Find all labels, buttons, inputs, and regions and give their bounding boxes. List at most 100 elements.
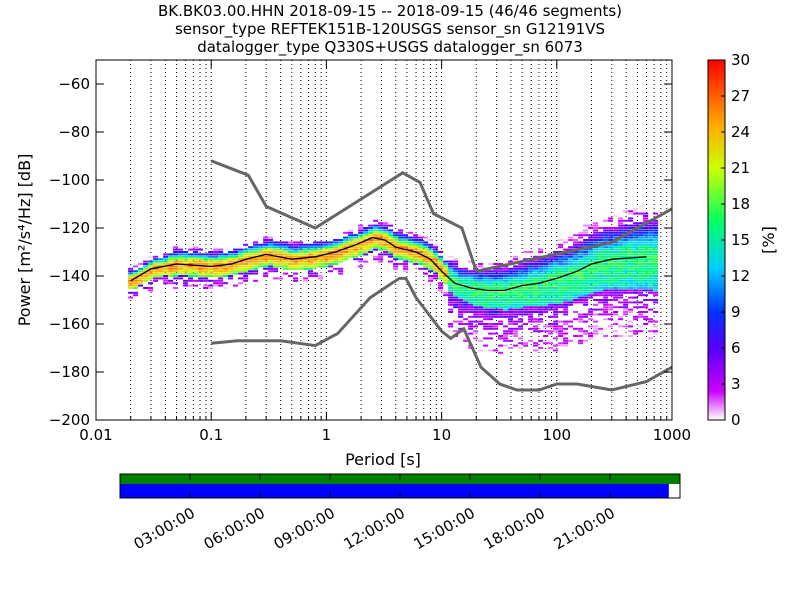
- density-cell: [578, 255, 584, 258]
- density-cell: [263, 239, 269, 241]
- density-cell: [493, 287, 499, 289]
- density-cell: [538, 347, 544, 349]
- density-cell: [258, 246, 264, 249]
- density-cell: [503, 299, 509, 301]
- density-cell: [243, 253, 249, 256]
- density-cell: [628, 330, 634, 333]
- density-cell: [578, 318, 584, 321]
- density-cell: [568, 246, 574, 249]
- density-cell: [523, 265, 529, 268]
- density-cell: [618, 219, 624, 222]
- density-cell: [583, 248, 589, 251]
- density-cell: [633, 248, 639, 251]
- density-cell: [473, 282, 479, 285]
- density-cell: [523, 291, 529, 294]
- density-cell: [453, 301, 459, 304]
- density-cell: [598, 301, 604, 304]
- density-cell: [168, 272, 174, 275]
- density-cell: [503, 308, 509, 311]
- density-cell: [493, 267, 499, 270]
- density-cell: [648, 330, 654, 333]
- density-cell: [213, 284, 219, 287]
- density-cell: [413, 263, 419, 265]
- density-cell: [503, 284, 509, 287]
- density-cell: [633, 296, 639, 299]
- density-cell: [508, 308, 514, 311]
- density-cell: [238, 277, 244, 280]
- density-cell: [643, 243, 649, 246]
- density-cell: [298, 248, 304, 251]
- density-cell: [388, 239, 394, 241]
- density-cell: [193, 253, 199, 256]
- density-cell: [623, 277, 629, 280]
- timeline-tick-label: 03:00:00: [131, 504, 198, 553]
- density-cell: [413, 258, 419, 261]
- density-cell: [248, 246, 254, 249]
- density-cell: [383, 224, 389, 227]
- density-cell: [263, 258, 269, 261]
- density-cell: [603, 335, 609, 337]
- density-cell: [288, 265, 294, 268]
- density-cell: [168, 258, 174, 261]
- density-cell: [498, 291, 504, 294]
- density-cell: [623, 219, 629, 222]
- density-cell: [583, 315, 589, 318]
- density-cell: [403, 243, 409, 246]
- density-cell: [273, 277, 279, 280]
- density-cell: [643, 318, 649, 321]
- density-cell: [398, 236, 404, 239]
- density-cell: [363, 251, 369, 253]
- density-cell: [653, 311, 659, 313]
- density-cell: [598, 275, 604, 277]
- density-cell: [403, 255, 409, 258]
- density-cell: [428, 277, 434, 280]
- density-cell: [538, 270, 544, 273]
- density-cell: [543, 330, 549, 333]
- density-cell: [358, 258, 364, 261]
- density-cell: [268, 239, 274, 241]
- density-cell: [543, 335, 549, 337]
- density-cell: [553, 349, 559, 352]
- density-cell: [493, 275, 499, 277]
- density-cell: [603, 253, 609, 256]
- density-cell: [553, 303, 559, 306]
- density-cell: [588, 291, 594, 294]
- density-cell: [523, 306, 529, 309]
- density-cell: [473, 325, 479, 328]
- density-cell: [513, 294, 519, 297]
- density-cell: [188, 248, 194, 251]
- density-cell: [583, 243, 589, 246]
- density-cell: [483, 308, 489, 311]
- density-cell: [203, 255, 209, 258]
- density-cell: [438, 260, 444, 263]
- density-cell: [563, 323, 569, 325]
- density-cell: [483, 337, 489, 340]
- density-cell: [393, 253, 399, 256]
- density-cell: [198, 255, 204, 258]
- density-cell: [203, 253, 209, 256]
- density-cell: [498, 284, 504, 287]
- density-cell: [288, 255, 294, 258]
- density-cell: [498, 287, 504, 289]
- density-cell: [493, 303, 499, 306]
- density-cell: [193, 265, 199, 268]
- density-cell: [623, 313, 629, 316]
- density-cell: [573, 251, 579, 253]
- density-cell: [163, 263, 169, 265]
- density-cell: [203, 277, 209, 280]
- density-cell: [623, 236, 629, 239]
- density-cell: [473, 284, 479, 287]
- density-cell: [163, 277, 169, 280]
- density-cell: [478, 320, 484, 323]
- density-cell: [523, 282, 529, 285]
- density-cell: [568, 263, 574, 265]
- density-cell: [563, 239, 569, 241]
- density-cell: [638, 222, 644, 225]
- density-cell: [183, 270, 189, 273]
- density-cell: [283, 255, 289, 258]
- density-cell: [283, 251, 289, 253]
- density-cell: [393, 234, 399, 237]
- density-cell: [278, 258, 284, 261]
- density-cell: [438, 287, 444, 289]
- density-cell: [213, 260, 219, 263]
